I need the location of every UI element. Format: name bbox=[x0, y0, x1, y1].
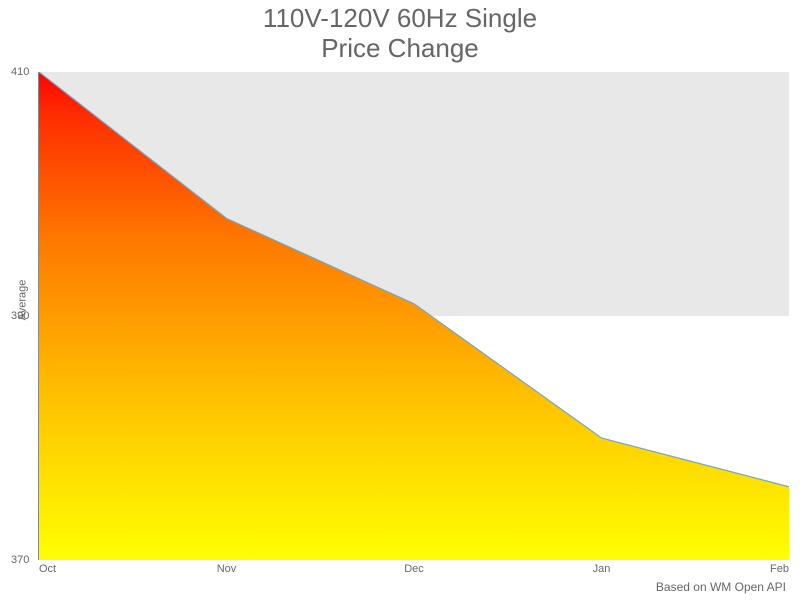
y-tick: 390 bbox=[11, 310, 29, 322]
credit-text: Based on WM Open API bbox=[656, 580, 786, 594]
y-tick: 370 bbox=[11, 554, 29, 566]
x-tick: Oct bbox=[39, 563, 56, 575]
x-tick: Jan bbox=[593, 563, 611, 575]
title-line-1: 110V-120V 60Hz Single bbox=[263, 3, 537, 33]
y-tick: 410 bbox=[11, 66, 29, 78]
x-tick: Feb bbox=[770, 563, 789, 575]
x-tick: Dec bbox=[404, 563, 424, 575]
plot-area: 370390410OctNovDecJanFeb bbox=[38, 72, 788, 560]
chart-title: 110V-120V 60Hz Single Price Change bbox=[0, 4, 800, 64]
x-tick: Nov bbox=[217, 563, 237, 575]
title-line-2: Price Change bbox=[321, 33, 479, 63]
chart-container: 110V-120V 60Hz Single Price Change Avera… bbox=[0, 0, 800, 600]
chart-svg bbox=[39, 72, 789, 560]
